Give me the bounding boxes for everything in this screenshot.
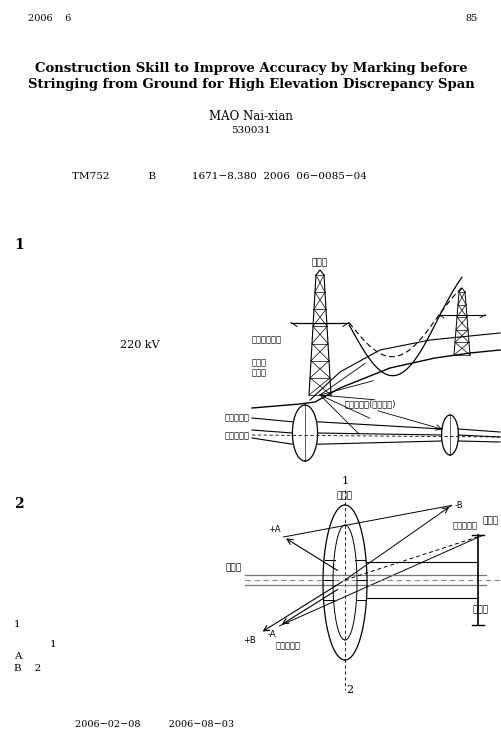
Text: 1: 1 [14,620,21,629]
Text: 至紧线系统: 至紧线系统 [224,413,249,422]
Text: 邻居塔: 邻居塔 [482,516,498,525]
Text: MAO Nai-xian: MAO Nai-xian [208,110,293,123]
Text: 操作塔: 操作塔 [336,491,352,500]
Text: 2006−02−08         2006−08−03: 2006−02−08 2006−08−03 [75,720,233,729]
Text: 1: 1 [14,238,24,252]
Text: TM752            B           1671−8.380  2006  06−0085−04: TM752 B 1671−8.380 2006 06−0085−04 [72,172,366,181]
Text: 操作塔: 操作塔 [311,258,328,267]
Text: A: A [14,652,22,661]
Text: 1: 1 [50,640,57,649]
Text: +A: +A [268,525,280,534]
Text: 大角平分线: 大角平分线 [275,641,300,650]
Text: Stringing from Ground for High Elevation Discrepancy Span: Stringing from Ground for High Elevation… [28,78,473,91]
Text: 至紧线系统: 至紧线系统 [224,432,249,441]
Text: 530031: 530031 [230,126,271,135]
Text: 220 kV: 220 kV [120,340,159,350]
Text: -B: -B [453,501,462,510]
Text: 1: 1 [341,476,348,486]
Text: 2: 2 [346,685,353,695]
Text: 2: 2 [14,497,24,511]
Text: 85: 85 [465,14,477,23]
Text: 内角假: 内角假 [472,605,488,614]
Text: 2006    6: 2006 6 [28,14,71,23]
Text: 施工临时拉线: 施工临时拉线 [252,335,282,344]
Text: 地面画印点(滑车顶点): 地面画印点(滑车顶点) [344,399,396,408]
Text: Construction Skill to Improve Accuracy by Marking before: Construction Skill to Improve Accuracy b… [35,62,466,75]
Text: +B: +B [243,636,256,645]
Text: 地面画
印滑车: 地面画 印滑车 [252,358,267,378]
Text: B    2: B 2 [14,664,41,673]
Text: -A: -A [268,630,276,639]
Text: 外角假: 外角假 [225,563,241,573]
Text: 小角平分线: 小角平分线 [452,521,477,531]
